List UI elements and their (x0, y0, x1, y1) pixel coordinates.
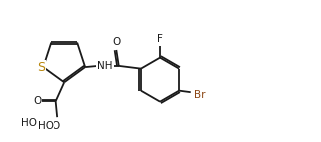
Text: HO: HO (38, 121, 54, 131)
Text: O: O (51, 121, 60, 131)
Text: S: S (37, 61, 45, 74)
Text: F: F (157, 34, 163, 44)
Text: NH: NH (97, 61, 113, 71)
Text: O: O (112, 37, 120, 47)
Text: Br: Br (194, 90, 205, 100)
Text: O: O (33, 96, 41, 106)
Text: HO: HO (21, 118, 37, 128)
